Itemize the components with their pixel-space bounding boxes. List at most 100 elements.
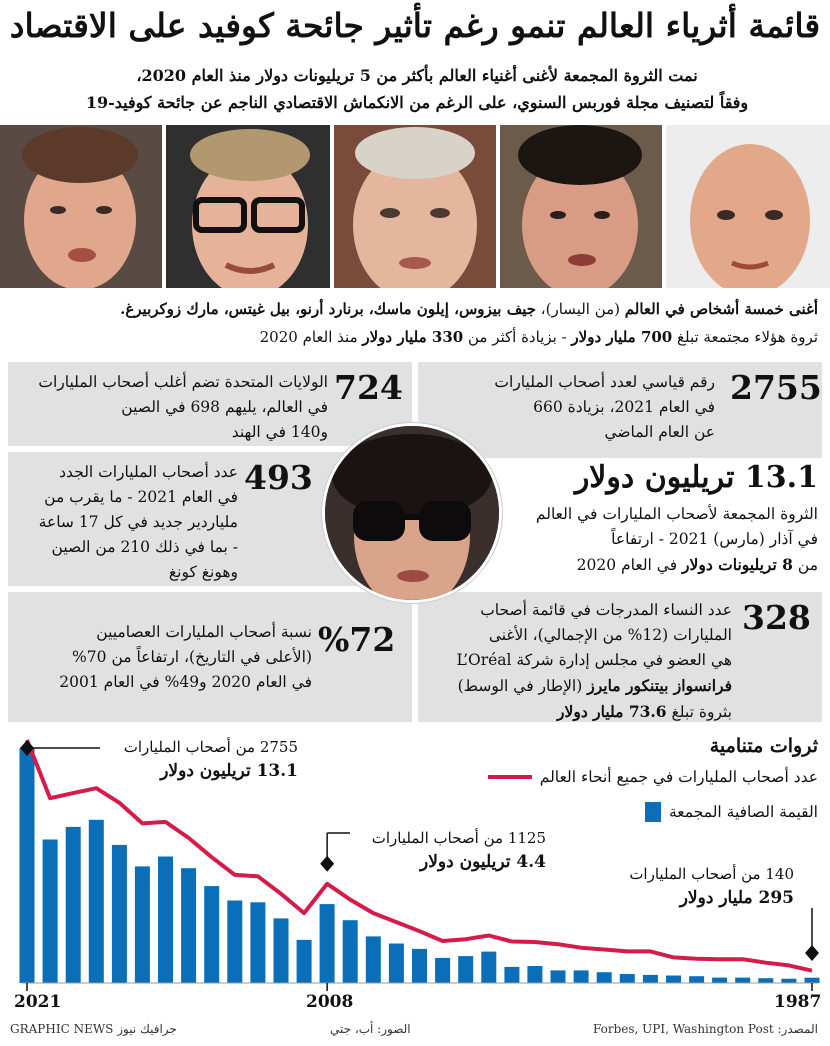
- fact-493-l5: وهونغ كونغ: [168, 563, 238, 581]
- fact-328-l2: المليارات (12% من الإجمالي)، الأغنى: [488, 626, 732, 644]
- bar-1996: [596, 972, 612, 983]
- caption-l2b: 700 مليار دولار: [571, 328, 673, 346]
- fact-72-l1: نسبة أصحاب المليارات العصاميين: [96, 623, 312, 641]
- bar-2006: [365, 936, 381, 983]
- fact-13-1-l2: في آذار (مارس) 2021 - ارتفاعاً: [611, 530, 818, 548]
- caption-lead: أغنى خمسة أشخاص في العالم: [624, 300, 818, 318]
- annotation-2021-l1: 2755 من أصحاب المليارات: [123, 738, 298, 756]
- bar-2002: [458, 956, 474, 983]
- legend-line-swatch: [487, 775, 532, 779]
- fact-2755-value: 2755: [730, 368, 822, 407]
- bar-2001: [481, 951, 497, 983]
- fact-72-text: نسبة أصحاب المليارات العصاميين (الأعلى ف…: [59, 620, 312, 695]
- fact-13-1-text: الثروة المجمعة لأصحاب المليارات في العال…: [536, 502, 818, 578]
- legend-bar-swatch: [644, 802, 661, 822]
- bar-2013: [204, 886, 220, 983]
- annotation-2008-l1: 1125 من أصحاب المليارات: [371, 829, 546, 847]
- fact-328-l4: فرانسواز بيتنكور مايرز (الإطار في الوسط): [457, 676, 732, 695]
- xtick-1987: 1987: [774, 992, 822, 1012]
- chart-markers: [20, 740, 819, 961]
- fact-328-text: عدد النساء المدرجات في قائمة أصحاب الملي…: [457, 598, 733, 725]
- fact-72-value: %72: [318, 620, 396, 659]
- footer-photos: الصور: أب، جتي: [330, 1022, 411, 1036]
- annotation-1987-l2: 295 مليار دولار: [679, 888, 794, 908]
- bar-2007: [342, 920, 358, 983]
- fact-328-value: 328: [742, 598, 811, 637]
- fact-493-l4: - بما في ذلك 210 من الصين: [51, 538, 238, 556]
- page-subtitle: نمت الثروة المجمعة لأغنى أغنياء العالم ب…: [20, 62, 814, 116]
- legend-line-label: عدد أصحاب المليارات في جميع أنحاء العالم: [539, 768, 818, 786]
- bar-1997: [573, 970, 589, 983]
- footer: المصدر: Forbes, UPI, Washington Post الص…: [0, 1020, 830, 1042]
- fact-724-l1: الولايات المتحدة تضم أغلب أصحاب المليارا…: [38, 373, 328, 391]
- xtick-2021: 2021: [14, 992, 62, 1012]
- caption-names: جيف بيزوس، إيلون ماسك، برنارد أرنو، بيل …: [120, 300, 537, 318]
- bar-2008: [319, 904, 335, 983]
- bar-2019: [65, 826, 81, 983]
- bar-1989: [758, 978, 774, 983]
- fact-13-1-unit: تريليون دولار: [574, 460, 735, 495]
- bar-2017: [111, 844, 127, 983]
- fact-72-l2: (الأعلى في التاريخ)، ارتفاعاً من 70%: [72, 648, 312, 666]
- fact-493-value: 493: [244, 458, 313, 497]
- fact-493-l1: عدد أصحاب المليارات الجدد: [59, 463, 238, 481]
- fact-panel-724: [8, 362, 412, 446]
- bar-1994: [642, 974, 658, 983]
- photo-bezos: [666, 125, 830, 288]
- bar-1993: [666, 975, 681, 983]
- fact-2755-text: رقم قياسي لعدد أصحاب المليارات في العام …: [494, 370, 715, 445]
- bar-2005: [388, 943, 404, 983]
- legend-bar-label: القيمة الصافية المجمعة: [668, 803, 818, 821]
- fact-panel-2755: [418, 362, 822, 458]
- fact-724-l3: و140 في الهند: [231, 423, 328, 441]
- caption-l2d: 330 مليار دولار: [362, 328, 464, 346]
- marker-2008: [320, 855, 335, 872]
- bar-1995: [619, 974, 635, 983]
- footer-brand: GRAPHIC NEWS جرافيك نيوز: [10, 1022, 177, 1036]
- annotation-2008-l2: 4.4 تريليون دولار: [420, 852, 546, 872]
- annotation-2008: 1125 من أصحاب المليارات 4.4 تريليون دولا…: [350, 826, 546, 874]
- chart-bars: [19, 748, 820, 983]
- legend-bar: القيمة الصافية المجمعة: [644, 802, 818, 822]
- photo-zuckerberg: [0, 125, 162, 288]
- chart-ticks: [26, 983, 813, 991]
- fact-13-1-l1: الثروة المجمعة لأصحاب المليارات في العال…: [535, 505, 818, 523]
- bar-1990: [735, 977, 751, 983]
- fact-2755-l1: رقم قياسي لعدد أصحاب المليارات: [494, 373, 715, 391]
- fact-724-value: 724: [334, 368, 403, 407]
- bar-1991: [712, 977, 728, 983]
- chart-line-billionaires: [25, 739, 813, 973]
- bar-2015: [158, 856, 173, 983]
- fact-493-l3: ملياردير جديد في كل 17 ساعة: [38, 513, 238, 531]
- bar-2009: [296, 939, 312, 983]
- bar-2011: [250, 902, 266, 983]
- fact-493-text: عدد أصحاب المليارات الجدد في العام 2021 …: [39, 460, 238, 585]
- portrait-strip: [0, 125, 830, 288]
- caption-paren: (من اليسار)،: [536, 300, 625, 318]
- bar-1992: [689, 976, 705, 983]
- page-title: قائمة أثرياء العالم تنمو رغم تأثير جائحة…: [9, 6, 821, 45]
- photo-bettencourt-meyers: [322, 423, 502, 603]
- bar-2016: [134, 866, 150, 983]
- bar-2020: [42, 839, 58, 983]
- fact-2755-l2: في العام 2021، بزيادة 660: [533, 398, 715, 416]
- bar-2018: [88, 819, 104, 983]
- caption-combined-wealth: ثروة هؤلاء مجتمعة تبلغ 700 مليار دولار -…: [10, 324, 818, 350]
- fact-493-l2: في العام 2021 - ما يقرب من: [44, 488, 238, 506]
- bar-1999: [527, 966, 543, 983]
- caption-top-five: أغنى خمسة أشخاص في العالم (من اليسار)، ج…: [10, 296, 818, 322]
- bar-2014: [181, 868, 197, 983]
- fact-724-text: الولايات المتحدة تضم أغلب أصحاب المليارا…: [38, 370, 328, 445]
- bar-2021: [19, 748, 35, 983]
- annotation-2021: 2755 من أصحاب المليارات 13.1 تريليون دول…: [108, 735, 298, 783]
- bar-1987: [804, 977, 820, 983]
- annotation-2021-l2: 13.1 تريليون دولار: [160, 761, 298, 781]
- fact-328-l5: بثروة تبلغ 73.6 مليار دولار: [557, 702, 732, 721]
- legend-title: ثروات متنامية: [709, 735, 818, 757]
- caption-l2c: - بزيادة أكثر من: [463, 328, 572, 346]
- subtitle-line-1: نمت الثروة المجمعة لأغنى أغنياء العالم ب…: [136, 66, 698, 85]
- footer-source: المصدر: Forbes, UPI, Washington Post: [592, 1022, 818, 1036]
- bar-1998: [550, 970, 566, 983]
- billionaires-chart: [19, 739, 820, 991]
- fact-panel-72: [8, 592, 412, 722]
